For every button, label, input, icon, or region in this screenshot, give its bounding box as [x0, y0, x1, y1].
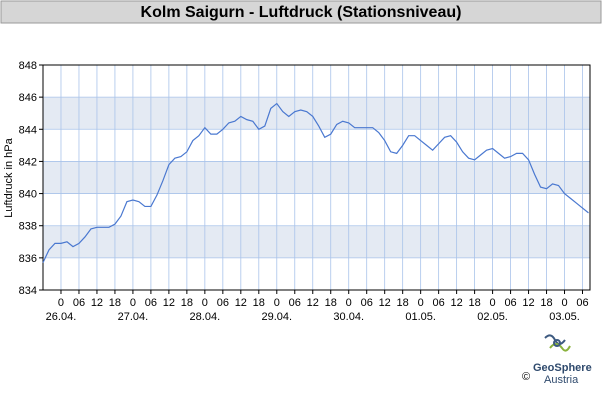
date-label: 01.05. [405, 311, 436, 323]
x-tick-label: 12 [522, 297, 534, 309]
y-tick-label: 834 [19, 285, 37, 297]
x-tick-label: 0 [274, 297, 280, 309]
y-tick-label: 848 [19, 60, 37, 72]
x-tick-label: 12 [307, 297, 319, 309]
x-tick-label: 12 [379, 297, 391, 309]
x-tick-label: 0 [202, 297, 208, 309]
x-tick-label: 06 [289, 297, 301, 309]
x-tick-label: 18 [109, 297, 121, 309]
x-tick-label: 18 [540, 297, 552, 309]
x-tick-label: 18 [325, 297, 337, 309]
x-tick-label: 12 [235, 297, 247, 309]
date-label: 28.04. [190, 311, 221, 323]
x-tick-label: 06 [433, 297, 445, 309]
x-tick-label: 0 [346, 297, 352, 309]
y-tick-label: 846 [19, 92, 37, 104]
x-tick-label: 0 [490, 297, 496, 309]
y-tick-label: 842 [19, 156, 37, 168]
x-tick-label: 18 [468, 297, 480, 309]
x-tick-label: 18 [397, 297, 409, 309]
y-tick-label: 838 [19, 221, 37, 233]
x-tick-label: 06 [145, 297, 157, 309]
grid-band [43, 97, 590, 130]
x-tick-label: 12 [91, 297, 103, 309]
x-tick-label: 18 [181, 297, 193, 309]
logo-sub: Austria [544, 374, 579, 386]
y-tick-label: 836 [19, 253, 37, 265]
x-tick-label: 0 [130, 297, 136, 309]
date-label: 26.04. [46, 311, 77, 323]
date-label: 27.04. [118, 311, 149, 323]
grid-band [43, 225, 590, 258]
y-axis-label: Luftdruck in hPa [3, 137, 15, 217]
x-tick-label: 06 [504, 297, 516, 309]
x-tick-label: 06 [217, 297, 229, 309]
x-tick-label: 06 [361, 297, 373, 309]
x-tick-label: 18 [253, 297, 265, 309]
title-bar [0, 0, 602, 24]
x-tick-label: 0 [418, 297, 424, 309]
x-tick-label: 0 [58, 297, 64, 309]
x-tick-label: 0 [561, 297, 567, 309]
logo-name: GeoSphere [533, 362, 592, 374]
x-tick-label: 12 [163, 297, 175, 309]
logo-dot [553, 339, 561, 347]
date-label: 03.05. [549, 311, 580, 323]
date-label: 02.05. [477, 311, 508, 323]
date-label: 29.04. [261, 311, 292, 323]
x-tick-label: 12 [450, 297, 462, 309]
x-tick-label: 06 [73, 297, 85, 309]
date-label: 30.04. [333, 311, 364, 323]
x-tick-label: 06 [576, 297, 588, 309]
data-line [42, 102, 589, 263]
copyright: © [522, 371, 530, 383]
logo: © GeoSphere Austria [522, 334, 592, 386]
y-tick-label: 840 [19, 189, 37, 201]
chart-title: Kolm Saigurn - Luftdruck (Stationsniveau… [141, 4, 462, 21]
grid-band [43, 161, 590, 194]
plot-border [42, 64, 591, 291]
y-tick-label: 844 [19, 124, 37, 136]
